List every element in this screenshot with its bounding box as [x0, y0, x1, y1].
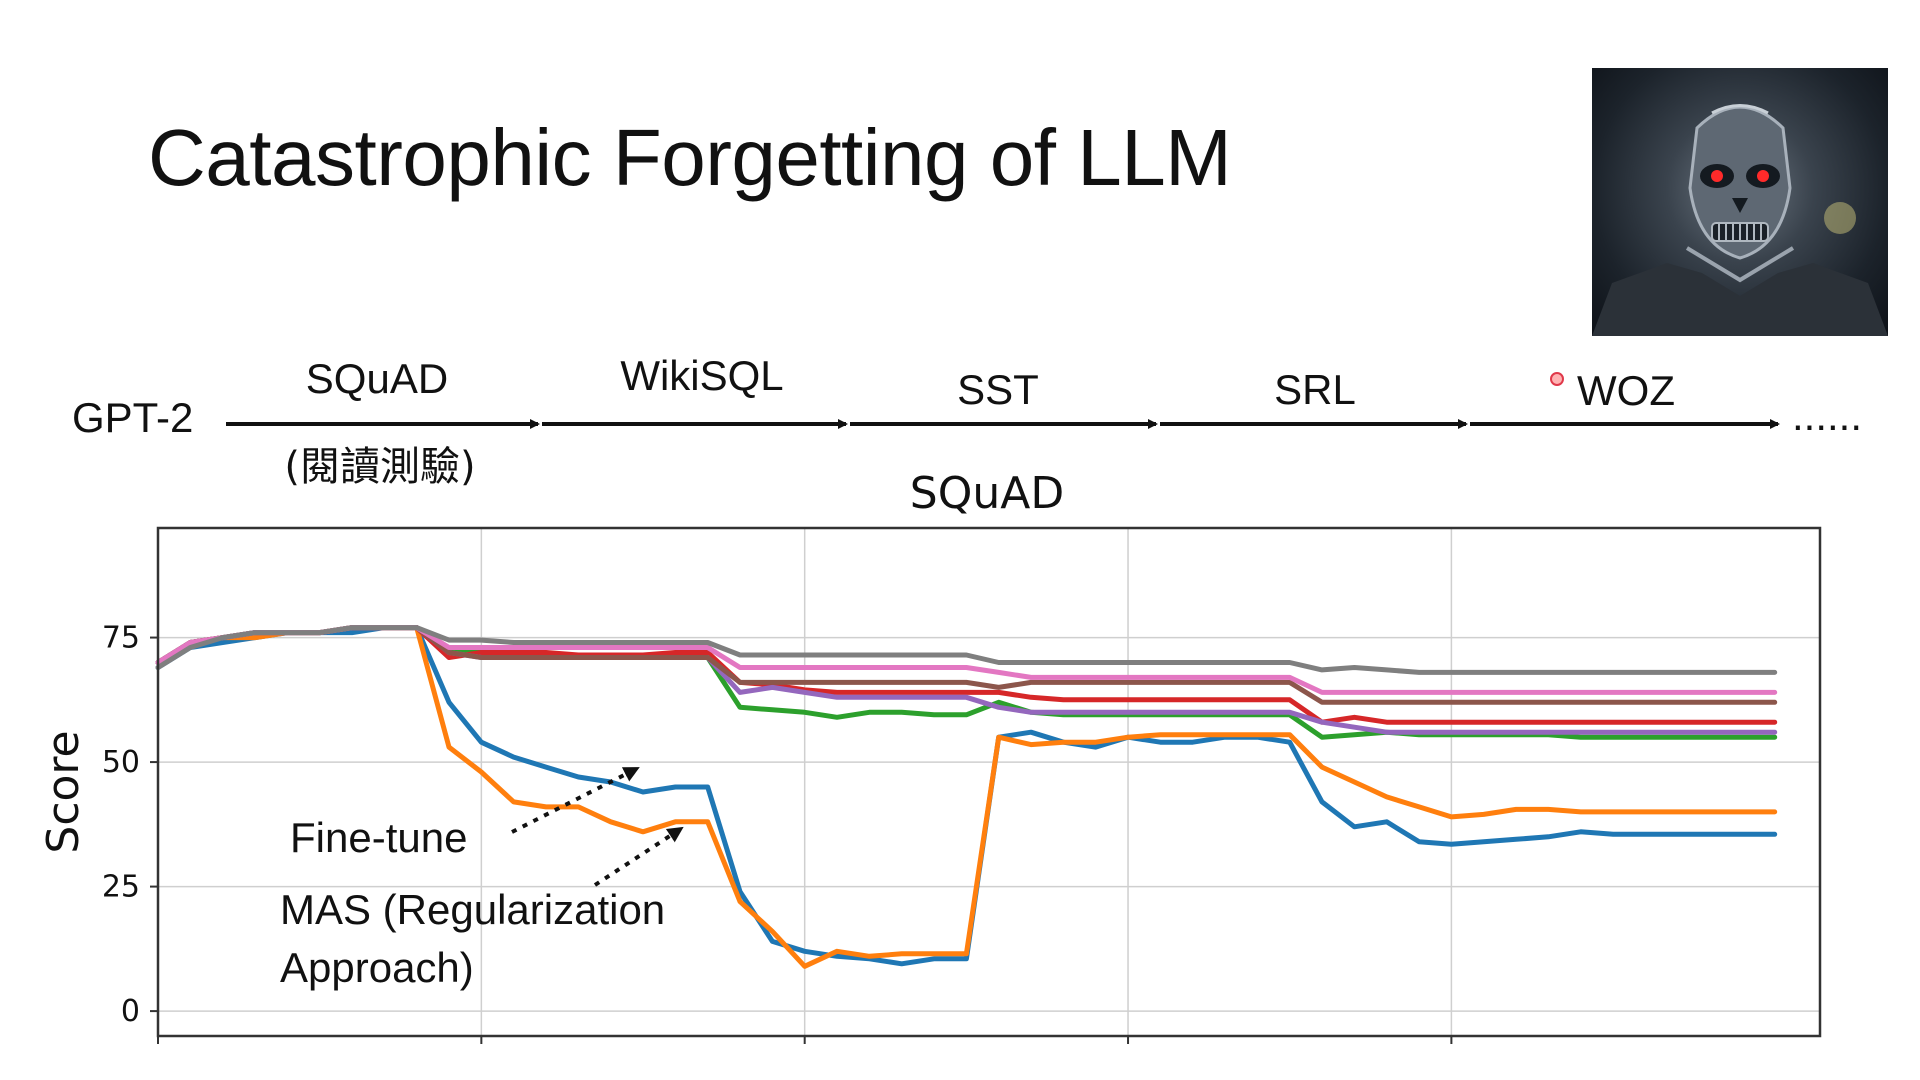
series-line-0: [155, 625, 1778, 967]
chart-title: SQuAD: [910, 468, 1064, 519]
pipeline-stage-woz: WOZ: [1577, 367, 1675, 414]
y-ticks: 0 25 50 75: [102, 621, 158, 1029]
plot-frame: [156, 526, 1822, 1038]
cursor-dot-icon: [1550, 372, 1564, 386]
pipeline-stage-wikisql: WikiSQL: [620, 352, 783, 399]
annotations: Fine-tune MAS (Regularization Approach): [280, 766, 684, 991]
pipeline-model-label: GPT-2: [72, 394, 193, 441]
pipeline-stage-squad-sub: (閱讀測驗): [284, 444, 475, 490]
pipeline-stage-srl: SRL: [1274, 366, 1356, 413]
pipeline: GPT-2 SQuAD (閱讀測驗) WikiSQL SST SRL WOZ .…: [72, 352, 1862, 490]
series-line-1: [155, 625, 1778, 969]
series-line-7: [155, 625, 1778, 675]
pipeline-ellipsis: ......: [1792, 392, 1862, 439]
y-axis-label: Score: [38, 730, 89, 853]
slide-title: Catastrophic Forgetting of LLM: [148, 113, 1232, 202]
pipeline-stage-sst: SST: [957, 366, 1039, 413]
annotation-finetune: Fine-tune: [290, 814, 467, 861]
chart: SQuAD Score 0 25 50 75: [38, 468, 1822, 1044]
annotation-mas-arrow: [593, 826, 684, 887]
y-tick-label: 0: [121, 994, 140, 1029]
annotation-mas-line2: Approach): [280, 944, 474, 991]
series-group: [155, 625, 1778, 969]
y-tick-label: 50: [102, 745, 140, 780]
y-tick-label: 25: [102, 870, 140, 905]
terminator-robot-icon: [1592, 68, 1888, 336]
annotation-mas-line1: MAS (Regularization: [280, 886, 665, 933]
terminator-robot-drawing: [1592, 104, 1888, 336]
pipeline-stage-squad: SQuAD: [306, 355, 448, 402]
y-tick-label: 75: [102, 621, 140, 656]
